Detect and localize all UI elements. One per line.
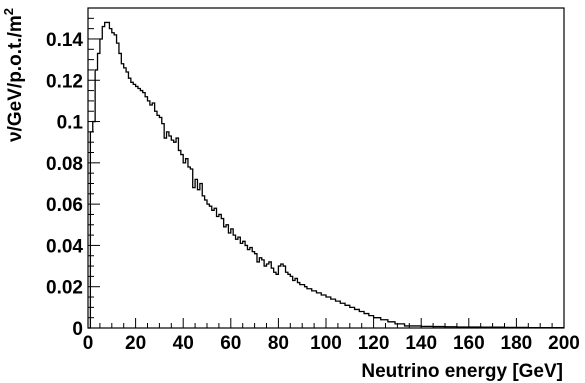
x-tick-label: 140 bbox=[405, 333, 437, 354]
x-tick-label: 80 bbox=[268, 333, 289, 354]
x-tick-label: 40 bbox=[173, 333, 194, 354]
y-tick-label: 0 bbox=[72, 319, 83, 340]
y-tick-label: 0.04 bbox=[46, 236, 83, 257]
x-tick-label: 160 bbox=[453, 333, 485, 354]
histogram-series-line bbox=[88, 21, 564, 329]
y-tick-label: 0.12 bbox=[46, 71, 83, 92]
x-axis-ticks bbox=[87, 318, 565, 328]
y-axis-title: ν/GeV/p.o.t./m2 bbox=[1, 8, 26, 142]
y-tick-label: 0.02 bbox=[46, 278, 83, 299]
x-tick-label: 120 bbox=[358, 333, 390, 354]
x-axis-title: Neutrino energy [GeV] bbox=[361, 361, 563, 382]
y-tick-label: 0.08 bbox=[46, 154, 83, 175]
y-tick-label: 0.06 bbox=[46, 195, 83, 216]
y-axis-title-superscript: 2 bbox=[1, 8, 16, 15]
x-tick-label: 100 bbox=[310, 333, 342, 354]
x-tick-label: 60 bbox=[220, 333, 241, 354]
x-tick-label: 200 bbox=[548, 333, 580, 354]
x-axis-tick-labels: 0 20 40 60 80 100 120 140 160 180 200 bbox=[83, 333, 580, 354]
x-tick-label: 20 bbox=[125, 333, 146, 354]
y-tick-label: 0.14 bbox=[46, 30, 83, 51]
x-tick-label: 0 bbox=[83, 333, 94, 354]
x-tick-label: 180 bbox=[501, 333, 533, 354]
y-axis-tick-labels: 0 0.02 0.04 0.06 0.08 0.1 0.12 0.14 bbox=[46, 30, 83, 340]
y-axis-title-main: ν/GeV/p.o.t./m bbox=[5, 15, 26, 142]
y-tick-label: 0.1 bbox=[57, 113, 84, 134]
plot-frame bbox=[87, 7, 565, 329]
